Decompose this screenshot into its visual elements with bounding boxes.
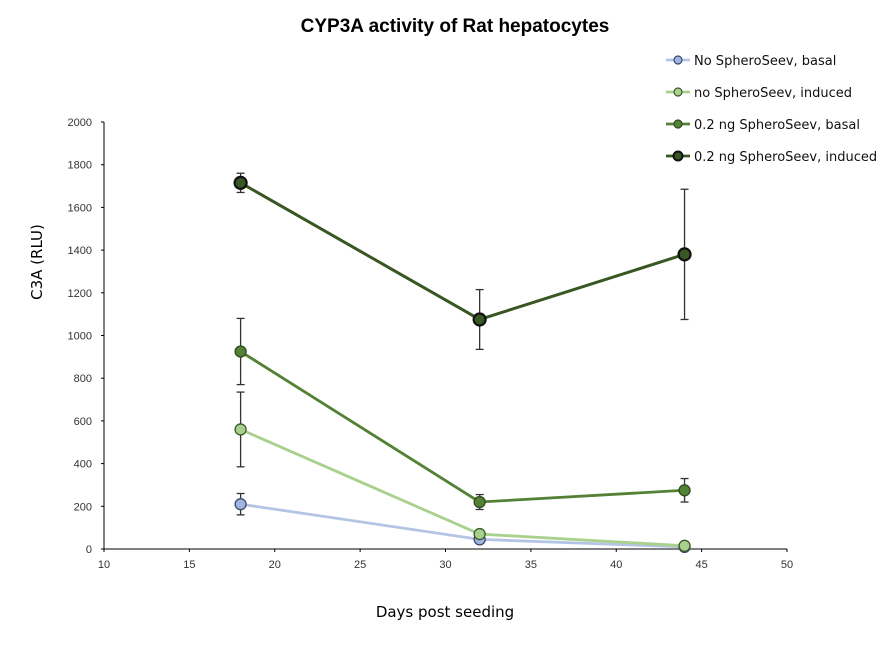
y-tick-label: 1200 (68, 288, 92, 300)
data-point-series-4 (233, 175, 248, 190)
y-tick-label: 600 (74, 416, 92, 428)
y-tick-label: 800 (74, 373, 92, 385)
y-tick-label: 2000 (68, 117, 92, 129)
x-tick-label: 45 (696, 559, 708, 571)
y-axis-label: C3A (RLU) (28, 224, 46, 300)
series-line-2 (240, 428, 685, 548)
chart-title: CYP3A activity of Rat hepatocytes (301, 16, 610, 37)
x-tick-label: 10 (98, 559, 110, 571)
legend-label-2: no SpheroSeev, induced (694, 86, 852, 101)
y-tick-label: 1800 (68, 160, 92, 172)
plot-area (233, 172, 692, 554)
legend-marker-2 (673, 87, 683, 97)
x-tick-label: 35 (525, 559, 537, 571)
data-point-series-2 (678, 539, 691, 552)
legend: No SpheroSeev, basal no SpheroSeev, induc… (666, 54, 877, 165)
series-line-3 (239, 350, 685, 504)
x-tick-label: 15 (183, 559, 195, 571)
y-tick-label: 200 (74, 501, 92, 513)
x-axis-label: Days post seeding (376, 603, 514, 621)
legend-marker-4 (672, 150, 684, 162)
y-tick-label: 0 (86, 544, 92, 556)
axes: 0 200 400 600 800 1000 1200 1400 1600 1800 2000 10 1… (68, 117, 794, 571)
legend-label-3: 0.2 ng SpheroSeev, basal (694, 118, 860, 133)
data-point-series-2 (473, 527, 486, 541)
data-point-series-3 (234, 345, 247, 358)
y-tick-label: 400 (74, 459, 92, 471)
data-point-series-3 (678, 484, 691, 497)
legend-marker-1 (673, 55, 683, 65)
series-line-4 (239, 181, 686, 321)
legend-label-1: No SpheroSeev, basal (694, 54, 836, 69)
y-tick-label: 1400 (68, 245, 92, 257)
data-point-series-4 (677, 247, 692, 262)
data-point-series-4 (472, 312, 487, 327)
x-tick-label: 25 (354, 559, 366, 571)
x-tick-label: 50 (781, 559, 793, 571)
y-tick-label: 1600 (68, 202, 92, 214)
y-tick-label: 1000 (68, 331, 92, 343)
data-point-series-2 (234, 423, 247, 436)
x-tick-label: 30 (439, 559, 451, 571)
data-point-series-1 (234, 498, 247, 511)
data-point-series-3 (473, 495, 486, 509)
x-tick-label: 20 (269, 559, 281, 571)
legend-label-4: 0.2 ng SpheroSeev, induced (694, 150, 877, 165)
legend-marker-3 (673, 119, 683, 129)
x-tick-label: 40 (610, 559, 622, 571)
